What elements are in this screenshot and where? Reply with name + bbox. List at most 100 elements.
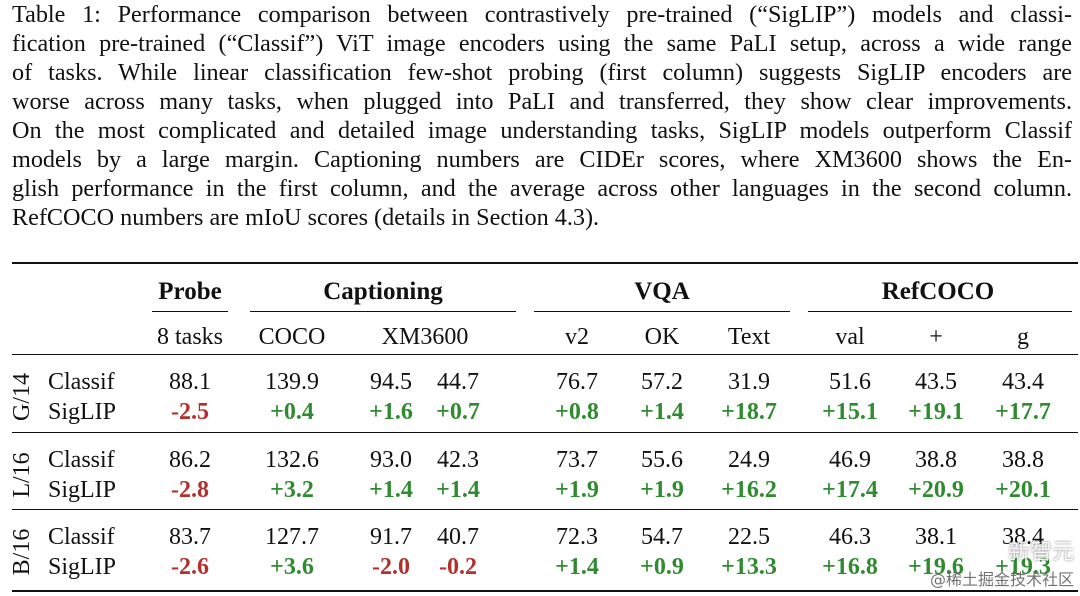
caption-line: RefCOCO numbers are mIoU scores (details…: [12, 204, 600, 231]
table-cell: +15.1: [822, 399, 878, 425]
row-label: Classif: [48, 447, 115, 473]
row-label: Classif: [48, 369, 115, 395]
model-size-label: G/14: [9, 373, 35, 421]
caption-line: fication pre-trained (“Classif”) ViT ima…: [12, 30, 1072, 57]
table-cell: +19.3: [995, 554, 1051, 580]
table-cell: 91.7: [370, 524, 412, 550]
column-header: val: [835, 324, 865, 350]
table-cell: 38.8: [1002, 447, 1044, 473]
table-cell: 38.1: [915, 524, 957, 550]
model-size-label: L/16: [9, 452, 35, 498]
table-cell: +18.7: [721, 399, 777, 425]
column-header: XM3600: [381, 324, 469, 350]
watermark-source: @稀土掘金技术社区: [929, 570, 1074, 589]
table-cell: +16.2: [721, 477, 777, 503]
group-underline: [808, 311, 1072, 313]
table-cell: 127.7: [265, 524, 319, 550]
caption-line: glish performance in the first column, a…: [12, 175, 1072, 202]
table-cell: +0.8: [555, 399, 599, 425]
table-cell: +0.7: [436, 399, 480, 425]
table-caption: Table 1: Performance comparison between …: [12, 0, 1072, 232]
table-cell: 55.6: [641, 447, 683, 473]
table-cell: 31.9: [728, 369, 770, 395]
table-cell: 76.7: [556, 369, 598, 395]
table-cell: -0.2: [439, 554, 477, 580]
group-header: VQA: [634, 278, 690, 305]
table-cell: 44.7: [437, 369, 479, 395]
column-header: v2: [565, 324, 589, 350]
table-cell: -2.0: [372, 554, 410, 580]
watermark: 新智元 @稀土掘金技术社区: [930, 534, 1074, 590]
table-cell: +1.4: [555, 554, 599, 580]
table-cell: -2.6: [171, 554, 209, 580]
table-cell: +20.1: [995, 477, 1051, 503]
table-cell: 93.0: [370, 447, 412, 473]
column-header: +: [929, 324, 943, 350]
table-cell: +16.8: [822, 554, 878, 580]
table-cell: 94.5: [370, 369, 412, 395]
caption-line: Table 1: Performance comparison between …: [12, 1, 1072, 28]
table-cell: +1.6: [369, 399, 413, 425]
table-cell: 73.7: [556, 447, 598, 473]
table-cell: 43.5: [915, 369, 957, 395]
row-label: Classif: [48, 524, 115, 550]
group-rule: [12, 354, 1078, 356]
row-label: SigLIP: [48, 477, 117, 503]
table-cell: 42.3: [437, 447, 479, 473]
column-header: Text: [727, 324, 771, 350]
row-label: SigLIP: [48, 399, 117, 425]
group-header: Probe: [158, 278, 222, 305]
top-rule: [12, 262, 1078, 265]
column-header: COCO: [258, 324, 326, 350]
column-header: OK: [644, 324, 680, 350]
caption-line: On the most complicated and detailed ima…: [12, 117, 1072, 144]
column-header: 8 tasks: [157, 324, 223, 350]
table-cell: 57.2: [641, 369, 683, 395]
table-cell: -2.5: [171, 399, 209, 425]
group-header: Captioning: [323, 278, 443, 305]
table-cell: 40.7: [437, 524, 479, 550]
table-cell: -2.8: [171, 477, 209, 503]
row-label: SigLIP: [48, 554, 117, 580]
table-cell: 24.9: [728, 447, 770, 473]
table-cell: +17.4: [822, 477, 878, 503]
table-cell: +0.4: [270, 399, 314, 425]
group-underline: [250, 311, 516, 313]
watermark-brand: 新智元: [1007, 540, 1074, 565]
table-cell: +19.6: [908, 554, 964, 580]
table-cell: 51.6: [829, 369, 871, 395]
table-cell: 132.6: [265, 447, 319, 473]
table-cell: 139.9: [265, 369, 319, 395]
table-cell: 43.4: [1002, 369, 1044, 395]
group-rule: [12, 509, 1078, 511]
table-cell: +1.9: [555, 477, 599, 503]
table-cell: 22.5: [728, 524, 770, 550]
table-cell: 88.1: [169, 369, 211, 395]
table-cell: +3.2: [270, 477, 314, 503]
model-size-label: B/16: [9, 528, 35, 576]
table-cell: +0.9: [640, 554, 684, 580]
table-cell: 83.7: [169, 524, 211, 550]
table-cell: +20.9: [908, 477, 964, 503]
caption-line: models by a large margin. Captioning num…: [12, 146, 1072, 173]
caption-line: of tasks. While linear classification fe…: [12, 59, 1072, 86]
table-cell: +1.9: [640, 477, 684, 503]
table-cell: +1.4: [369, 477, 413, 503]
table-cell: 46.9: [829, 447, 871, 473]
table-cell: 72.3: [556, 524, 598, 550]
group-underline: [152, 311, 228, 313]
table-cell: 46.3: [829, 524, 871, 550]
table-cell: +1.4: [436, 477, 480, 503]
table-cell: 54.7: [641, 524, 683, 550]
table-cell: 38.4: [1002, 524, 1044, 550]
table-cell: +13.3: [721, 554, 777, 580]
group-rule: [12, 432, 1078, 434]
group-underline: [534, 311, 790, 313]
table-cell: 86.2: [169, 447, 211, 473]
caption-line: worse across many tasks, when plugged in…: [12, 88, 1072, 115]
group-header: RefCOCO: [881, 278, 995, 305]
table-cell: +19.1: [908, 399, 964, 425]
bottom-rule: [12, 590, 1078, 593]
column-header: g: [1017, 324, 1029, 350]
table-cell: +3.6: [270, 554, 314, 580]
